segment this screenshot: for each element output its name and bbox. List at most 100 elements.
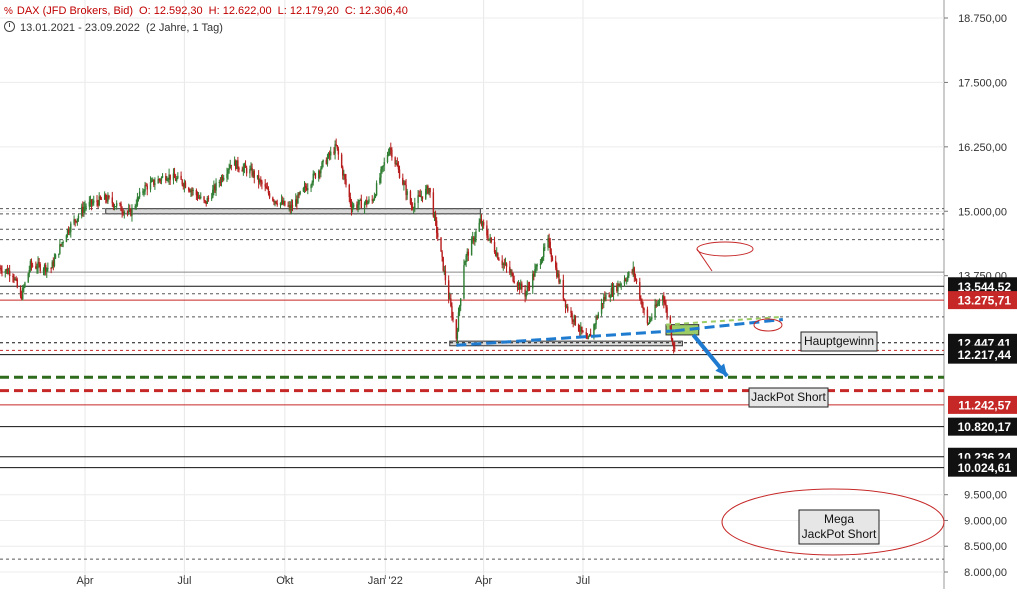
candle-body <box>429 187 431 193</box>
candle-body <box>562 280 565 299</box>
candle-body <box>8 270 11 276</box>
candle-body <box>335 144 337 146</box>
candle-body <box>620 284 622 286</box>
candle-body <box>149 182 152 190</box>
candle-body <box>509 266 511 273</box>
y-tick-label: 9.000,00 <box>964 515 1007 527</box>
candle-body <box>554 260 557 268</box>
candle-body <box>19 287 22 297</box>
candle-body <box>213 185 215 190</box>
candle-body <box>455 319 458 339</box>
candle-body <box>467 251 470 256</box>
candle-body <box>368 199 370 203</box>
candle-body <box>273 200 275 203</box>
y-tick-label: 8.500,00 <box>964 541 1007 553</box>
candle-body <box>318 171 320 179</box>
candle-body <box>137 197 140 199</box>
candle-body <box>643 308 645 310</box>
candle-body <box>62 242 64 244</box>
candle-body <box>367 202 369 205</box>
candle-body <box>471 237 474 240</box>
candle-body <box>252 171 254 176</box>
candle-body <box>534 269 536 277</box>
candle-body <box>375 183 378 196</box>
candle-body <box>181 179 183 185</box>
candle-body <box>130 209 132 216</box>
candle-body <box>256 175 259 178</box>
candle-body <box>221 176 224 180</box>
candle-body <box>76 218 79 223</box>
candle-body <box>203 196 205 201</box>
candle-body <box>235 160 237 169</box>
candle-body <box>157 179 159 184</box>
candle-body <box>450 298 452 306</box>
candle-body <box>490 237 492 242</box>
candle-body <box>192 189 194 191</box>
candle-body <box>449 298 451 300</box>
candle-body <box>326 157 329 164</box>
candle-body <box>532 273 534 289</box>
trendline <box>456 329 675 347</box>
candle-body <box>75 221 77 223</box>
candle-body <box>276 203 278 205</box>
price-level-badge <box>948 277 1017 296</box>
candle-body <box>59 244 61 254</box>
candle-body <box>302 187 305 192</box>
candle-body <box>333 151 335 154</box>
x-tick-label: Jul <box>576 575 590 587</box>
highlight-ellipse <box>721 488 945 556</box>
candle-body <box>526 286 529 292</box>
candle-body <box>89 199 92 202</box>
candle-body <box>281 200 284 205</box>
candle-body <box>114 206 117 208</box>
y-tick-label: 15.000,00 <box>958 206 1007 218</box>
candle-body <box>97 202 99 206</box>
candle-body <box>29 261 32 270</box>
candle-body <box>313 173 316 175</box>
candle-body <box>452 317 454 320</box>
candle-body <box>74 219 76 222</box>
candle-body <box>280 200 283 203</box>
candle-body <box>84 206 86 208</box>
ohlc-low: L: 12.179,20 <box>277 5 339 17</box>
candle-body <box>266 188 269 190</box>
candle-body <box>214 185 216 191</box>
candle-body <box>228 168 230 170</box>
candle-body <box>259 179 261 183</box>
candle-body <box>337 148 340 155</box>
instrument-name: DAX (JFD Brokers, Bid) <box>16 5 134 17</box>
candle-body <box>533 273 535 277</box>
candle-body <box>403 183 405 185</box>
candle-body <box>540 261 543 264</box>
candle-body <box>559 280 561 283</box>
highlight-ellipse <box>753 318 783 332</box>
candle-body <box>479 219 482 223</box>
candle-body <box>167 179 169 181</box>
candle-body <box>627 275 629 281</box>
candle-body <box>46 267 48 272</box>
candle-body <box>22 287 24 300</box>
candle-body <box>241 169 243 172</box>
candle-body <box>512 273 514 282</box>
candle-body <box>60 244 62 246</box>
candle-body <box>521 283 523 290</box>
candle-body <box>174 177 177 181</box>
candle-body <box>35 266 37 269</box>
candle-body <box>6 269 9 274</box>
jackpot-short-label-box <box>748 387 829 408</box>
candle-body <box>496 253 498 256</box>
mega-jackpot-short-label-box <box>798 509 880 545</box>
candle-body <box>197 197 200 199</box>
candle-body <box>434 213 437 221</box>
candle-body <box>654 304 656 317</box>
candle-body <box>243 164 246 168</box>
candle-body <box>108 195 110 198</box>
candle-body <box>573 315 575 322</box>
candle-body <box>210 197 213 199</box>
candle-body <box>268 193 271 198</box>
candle-body <box>493 241 496 253</box>
candle-body <box>111 197 114 204</box>
